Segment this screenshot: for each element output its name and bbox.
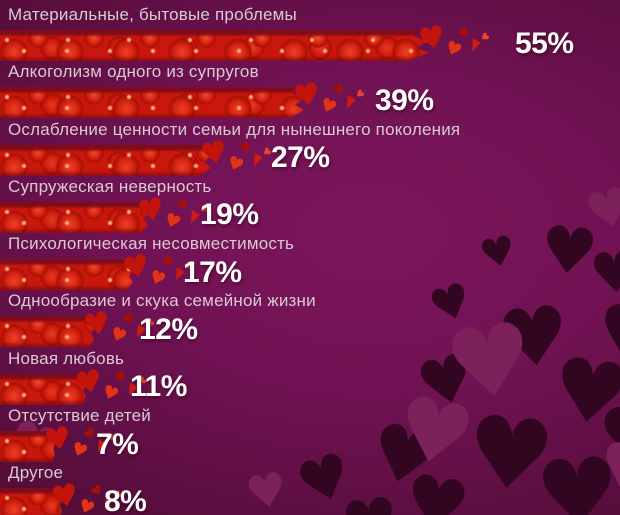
- bar: [0, 144, 211, 176]
- chart-rows: Материальные, бытовые проблемы ♥ ♥ ♥ ♥ 55% Алк…: [0, 4, 620, 515]
- bar: [0, 259, 133, 291]
- bar-category-label: Новая любовь: [8, 348, 125, 368]
- bar-value-label: 11%: [130, 370, 187, 404]
- bar-track: ♥ ♥ ♥ ♥: [0, 477, 124, 515]
- bar-fragment-hearts-icon: ♥ ♥ ♥ ♥: [290, 75, 366, 120]
- bar: [0, 30, 429, 61]
- bar-value-label: 19%: [200, 198, 259, 232]
- chart-row: Материальные, бытовые проблемы ♥ ♥ ♥ ♥ 55%: [0, 4, 620, 62]
- bar: [0, 87, 304, 119]
- bar-track: ♥ ♥ ♥ ♥: [0, 362, 148, 406]
- chart-row: Другое ♥ ♥ ♥ ♥ 8%: [0, 462, 620, 515]
- bar-value-label: 17%: [183, 255, 242, 289]
- bar-category-label: Материальные, бытовые проблемы: [8, 5, 297, 24]
- bar: [0, 431, 55, 463]
- bar-value-label: 55%: [515, 26, 574, 60]
- bar-line: ♥ ♥ ♥ ♥ 12%: [0, 305, 620, 349]
- bar-value-label: 12%: [139, 312, 198, 346]
- bar-category-label: Супружеская неверность: [8, 176, 212, 196]
- bar-category-label: Отсутствие детей: [8, 406, 151, 426]
- bar-value-label: 7%: [96, 427, 139, 461]
- bar-value-label: 39%: [375, 83, 434, 117]
- bar-category-label: Ослабление ценности семьи для нынешнего …: [8, 119, 461, 139]
- bar: [0, 316, 94, 348]
- chart-row: Психологическая несовместимость ♥ ♥ ♥ ♥ 17%: [0, 233, 620, 291]
- bar-value-label: 8%: [104, 484, 147, 515]
- bar: [0, 373, 86, 405]
- bar-line: ♥ ♥ ♥ ♥ 19%: [0, 190, 620, 234]
- bar-category-label: Алкоголизм одного из супругов: [8, 62, 259, 82]
- bar-track: ♥ ♥ ♥ ♥: [0, 248, 195, 291]
- bar-track: ♥ ♥ ♥ ♥: [0, 420, 117, 463]
- bar-line: ♥ ♥ ♥ ♥ 7%: [0, 420, 620, 463]
- chart-row: Однообразие и скука семейной жизни ♥ ♥ ♥ ♥ 12…: [0, 290, 620, 349]
- bar-line: ♥ ♥ ♥ ♥ 55%: [0, 19, 620, 62]
- bar-line: ♥ ♥ ♥ ♥ 11%: [0, 362, 620, 406]
- bar: [0, 201, 148, 233]
- bar-line: ♥ ♥ ♥ ♥ 8%: [0, 477, 620, 515]
- bar: [0, 488, 62, 515]
- bar-value-label: 27%: [271, 141, 330, 175]
- bar-line: ♥ ♥ ♥ ♥ 17%: [0, 248, 620, 291]
- bar-category-label: Однообразие и скука семейной жизни: [8, 291, 316, 311]
- bar-track: ♥ ♥ ♥ ♥: [0, 190, 210, 234]
- bar-category-label: Другое: [8, 463, 64, 483]
- chart-row: Супружеская неверность ♥ ♥ ♥ ♥ 19%: [0, 176, 620, 234]
- bar-track: ♥ ♥ ♥ ♥: [0, 19, 491, 62]
- bar-track: ♥ ♥ ♥ ♥: [0, 76, 366, 120]
- bar-fragment-hearts-icon: ♥ ♥ ♥ ♥: [415, 18, 491, 63]
- chart-row: Новая любовь ♥ ♥ ♥ ♥ 11%: [0, 348, 620, 406]
- bar-track: ♥ ♥ ♥ ♥: [0, 133, 273, 177]
- bar-track: ♥ ♥ ♥ ♥: [0, 305, 156, 349]
- chart-row: Ослабление ценности семьи для нынешнего …: [0, 119, 620, 177]
- chart-row: Алкоголизм одного из супругов ♥ ♥ ♥ ♥ 39%: [0, 61, 620, 120]
- chart-row: Отсутствие детей ♥ ♥ ♥ ♥ 7%: [0, 405, 620, 463]
- bar-line: ♥ ♥ ♥ ♥ 27%: [0, 133, 620, 177]
- bar-category-label: Психологическая несовместимость: [8, 234, 295, 254]
- bar-line: ♥ ♥ ♥ ♥ 39%: [0, 76, 620, 120]
